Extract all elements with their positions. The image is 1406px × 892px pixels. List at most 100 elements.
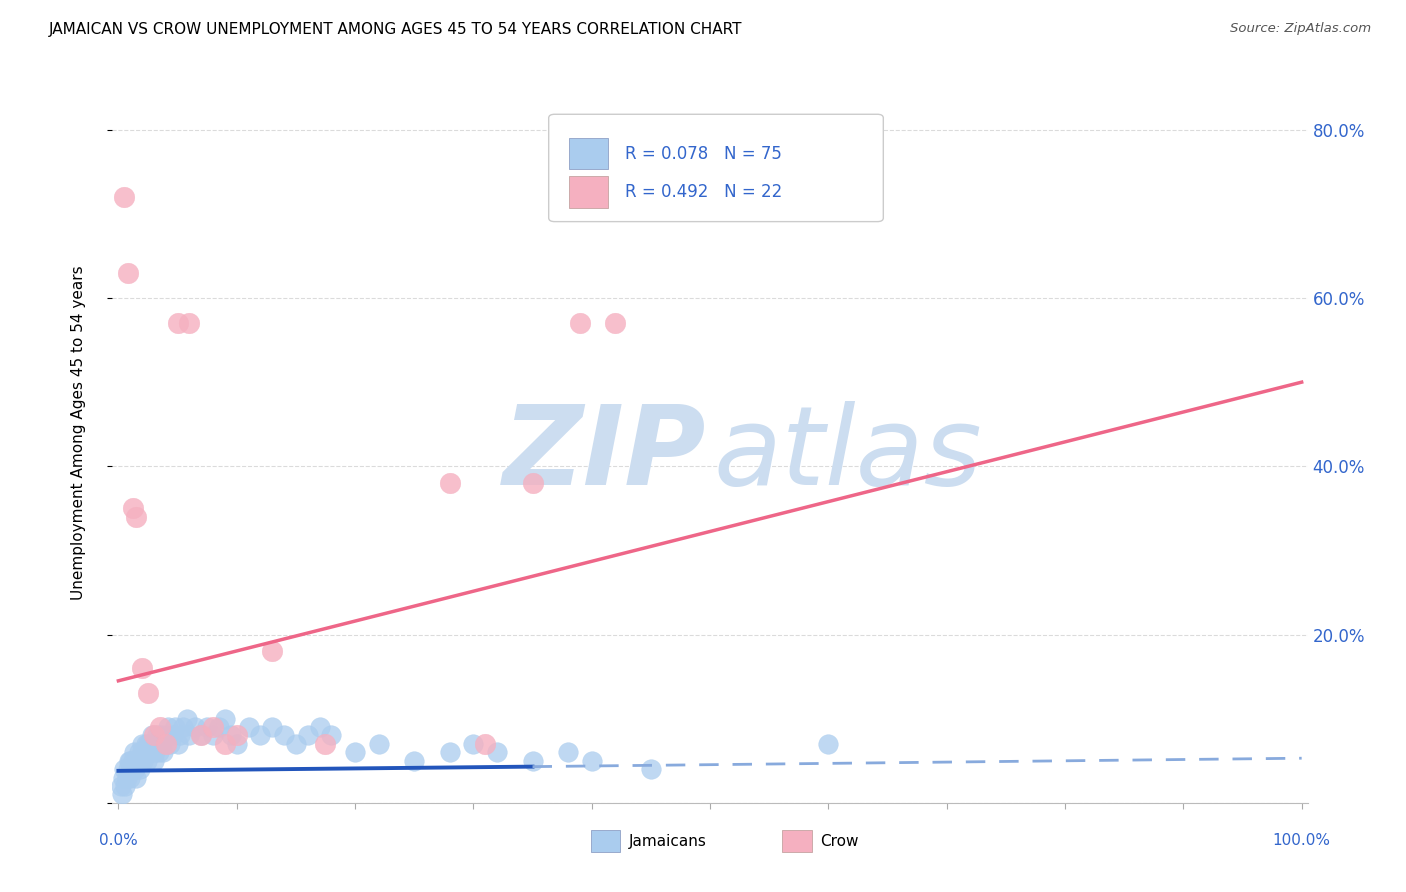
Point [142,729,165,743]
Point [439,476,461,491]
Point [142,754,165,768]
Point [131,745,153,759]
Text: 100.0%: 100.0% [1272,833,1330,848]
Point [145,737,167,751]
Point [149,720,172,734]
Point [120,754,142,768]
Point [314,737,336,751]
Point [522,476,544,491]
Point [219,729,242,743]
Point [114,779,136,793]
Point [136,737,159,751]
Point [284,737,307,751]
Point [179,316,201,330]
Point [817,737,839,751]
FancyBboxPatch shape [782,830,811,853]
Point [202,720,225,734]
Point [121,754,143,768]
Point [120,771,142,785]
Point [112,762,135,776]
Point [195,720,218,734]
Point [225,729,247,743]
Point [115,771,138,785]
Point [262,644,284,658]
Point [640,762,662,776]
Point [463,737,485,751]
Point [367,737,389,751]
Text: 0.0%: 0.0% [98,833,138,848]
Point [125,771,148,785]
Point [162,729,184,743]
Point [117,762,139,776]
Point [122,745,145,759]
Point [557,745,579,759]
Point [129,754,152,768]
Point [143,745,166,759]
Text: Source: ZipAtlas.com: Source: ZipAtlas.com [1230,22,1371,36]
Point [135,737,157,751]
Point [321,729,343,743]
Point [159,737,181,751]
Point [141,729,163,743]
FancyBboxPatch shape [591,830,620,853]
Point [124,762,146,776]
Point [238,720,260,734]
Y-axis label: Unemployment Among Ages 45 to 54 years: Unemployment Among Ages 45 to 54 years [72,265,86,600]
Point [125,509,148,524]
Point [111,788,134,802]
Point [581,754,603,768]
Point [308,720,330,734]
FancyBboxPatch shape [569,177,609,208]
Point [474,737,496,751]
Text: JAMAICAN VS CROW UNEMPLOYMENT AMONG AGES 45 TO 54 YEARS CORRELATION CHART: JAMAICAN VS CROW UNEMPLOYMENT AMONG AGES… [49,22,742,37]
Point [155,729,177,743]
Point [176,712,198,726]
Point [166,316,188,330]
Point [605,316,627,330]
Point [184,720,207,734]
Point [169,729,191,743]
Point [118,754,141,768]
Point [150,737,173,751]
Point [262,720,284,734]
Point [128,745,150,759]
Point [202,729,225,743]
Text: Jamaicans: Jamaicans [628,834,707,849]
FancyBboxPatch shape [548,114,883,221]
Point [127,754,149,768]
Point [120,762,142,776]
Point [344,745,367,759]
Point [149,737,172,751]
Point [112,190,135,204]
Point [132,754,155,768]
Text: atlas: atlas [714,401,983,508]
Point [148,745,170,759]
Point [150,729,173,743]
Text: R = 0.492   N = 22: R = 0.492 N = 22 [626,183,782,201]
Point [166,737,188,751]
Point [172,720,194,734]
Point [208,720,231,734]
Point [121,501,143,516]
Point [136,686,159,700]
Point [522,754,544,768]
Text: R = 0.078   N = 75: R = 0.078 N = 75 [626,145,782,162]
Point [134,745,156,759]
Point [135,754,157,768]
Point [112,771,135,785]
Point [157,720,180,734]
Point [486,745,509,759]
Point [139,737,162,751]
Text: ZIP: ZIP [503,401,706,508]
Point [128,762,150,776]
Point [110,779,132,793]
Point [249,729,271,743]
Point [568,316,591,330]
Point [138,745,160,759]
Text: Crow: Crow [820,834,859,849]
Point [152,745,174,759]
Point [297,729,319,743]
Point [225,737,247,751]
Point [190,729,212,743]
Point [179,729,201,743]
